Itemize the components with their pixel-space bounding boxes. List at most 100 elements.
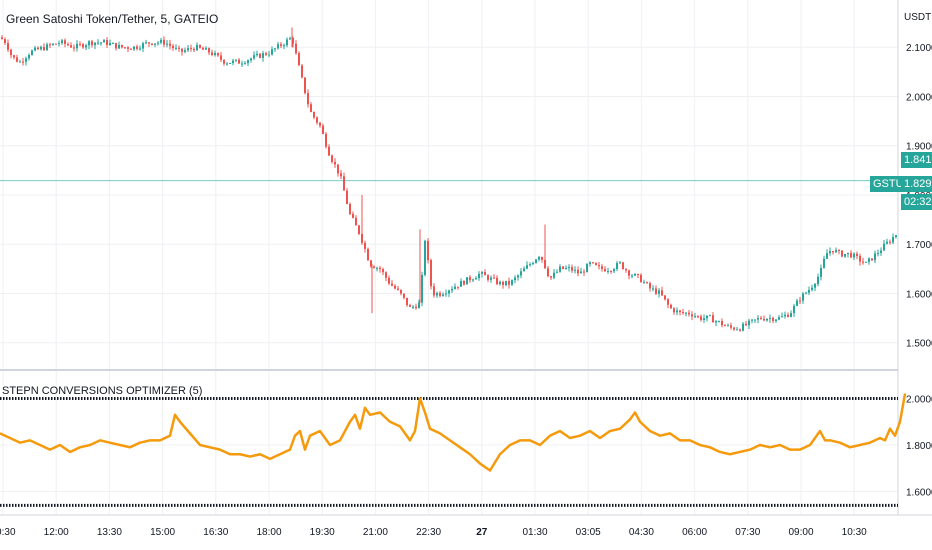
candle-body	[676, 310, 678, 313]
candle-body	[499, 281, 501, 285]
candle-body	[403, 293, 405, 298]
indicator-point	[884, 439, 886, 442]
indicator-point	[509, 444, 511, 446]
candle-body	[628, 270, 630, 276]
candle-body	[532, 263, 534, 265]
candle-body	[475, 278, 477, 280]
time-tick-label: 09:00	[788, 527, 813, 538]
candle-body	[685, 312, 687, 314]
candle-body	[79, 43, 81, 45]
indicator-point	[849, 446, 851, 449]
indicator-point	[739, 451, 741, 453]
indicator-point	[519, 439, 521, 442]
indicator-series	[0, 393, 907, 472]
candle-body	[70, 45, 72, 48]
candle-body	[817, 276, 819, 284]
indicator-point	[209, 446, 211, 449]
candle-body	[703, 318, 705, 321]
indicator-point	[579, 434, 581, 437]
candle-body	[553, 272, 555, 278]
candle-body	[622, 262, 624, 270]
candle-body	[238, 59, 240, 64]
candle-body	[301, 65, 303, 78]
indicator-axis[interactable]: 1.6000 1.8000 2.0000	[906, 395, 932, 499]
candle-body	[385, 272, 387, 278]
candle-body	[94, 42, 96, 46]
candle-body	[118, 44, 120, 49]
candle-body	[784, 314, 786, 317]
candle-body	[775, 319, 777, 321]
indicator-point	[824, 439, 826, 442]
indicator-point	[309, 434, 311, 437]
time-axis[interactable]: 10:30 12:00 13:30 15:00 16:30 18:00 19:30 21:00…	[0, 527, 867, 538]
candle-body	[610, 270, 612, 272]
candle-body	[136, 46, 138, 49]
candle-body	[508, 280, 510, 285]
candle-body	[874, 253, 876, 261]
candle-body	[427, 240, 429, 261]
candle-body	[802, 293, 804, 301]
candle-body	[187, 48, 189, 51]
candle-body	[436, 292, 438, 296]
candle-body	[208, 48, 210, 53]
candle-body	[85, 45, 87, 48]
candle-body	[250, 58, 252, 61]
indicator-point	[589, 430, 591, 432]
candle-body	[805, 292, 807, 294]
candle-body	[583, 271, 585, 273]
candle-body	[796, 300, 798, 306]
indicator-point	[79, 446, 81, 449]
candle-body	[523, 268, 525, 272]
candle-body	[232, 60, 234, 64]
candle-body	[415, 306, 417, 309]
candle-body	[349, 203, 351, 214]
candle-body	[424, 240, 426, 275]
price-tick-label: 1.9000	[906, 142, 932, 153]
indicator-point	[49, 448, 51, 451]
candle-body	[433, 286, 435, 296]
candle-body	[304, 77, 306, 94]
indicator-point	[369, 413, 371, 416]
candle-body	[142, 43, 144, 49]
candle-body	[439, 292, 441, 296]
candle-body	[733, 327, 735, 330]
candle-body	[229, 63, 231, 65]
indicator-point	[399, 425, 401, 428]
indicator-point	[359, 427, 361, 430]
candle-body	[43, 46, 45, 51]
indicator-point	[469, 453, 471, 456]
candle-body	[706, 315, 708, 319]
indicator-point	[229, 453, 231, 456]
candle-body	[409, 305, 411, 307]
candle-body	[196, 44, 198, 51]
candle-body	[295, 43, 297, 54]
candle-body	[124, 47, 126, 49]
price-tick-label: 1.5000	[906, 339, 932, 350]
candle-body	[487, 275, 489, 280]
candle-body	[538, 257, 540, 260]
indicator-point	[9, 437, 11, 439]
candle-body	[457, 286, 459, 288]
candle-body	[571, 267, 573, 271]
candle-body	[577, 269, 579, 274]
candle-body	[352, 213, 354, 218]
candle-body	[379, 267, 381, 270]
candle-body	[397, 288, 399, 290]
candle-body	[871, 258, 873, 261]
candle-body	[184, 50, 186, 52]
candle-body	[286, 39, 288, 46]
candle-body	[847, 252, 849, 254]
candle-body	[451, 289, 453, 291]
indicator-point	[904, 393, 906, 395]
candle-body	[382, 269, 384, 273]
indicator-title[interactable]: STEPN CONVERSIONS OPTIMIZER (5)	[2, 385, 203, 397]
indicator-point	[119, 444, 121, 446]
candle-body	[307, 93, 309, 105]
indicator-point	[259, 453, 261, 456]
indicator-point	[0, 432, 1, 435]
candle-body	[700, 316, 702, 321]
candle-body	[643, 282, 645, 284]
indicator-point	[69, 451, 71, 453]
